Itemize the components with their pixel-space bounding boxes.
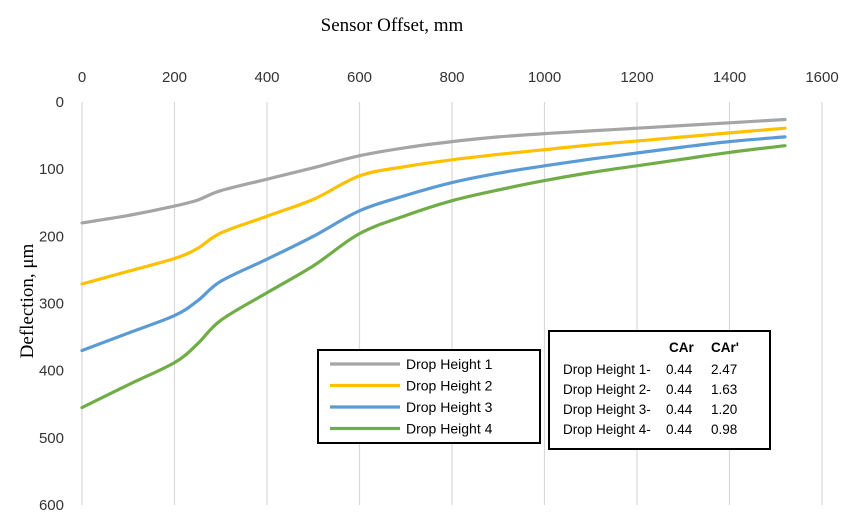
- table-cell: 1.63: [711, 382, 737, 397]
- legend-label: Drop Height 3: [406, 399, 493, 415]
- legend-label: Drop Height 1: [406, 356, 493, 372]
- table-cell: Drop Height 1-: [563, 362, 651, 377]
- coefficient-table-box: [548, 330, 771, 450]
- x-axis-title: Sensor Offset, mm: [321, 15, 464, 36]
- legend-label: Drop Height 2: [406, 378, 493, 394]
- series-line-drop-height-2: [80, 126, 787, 286]
- table-cell: Drop Height 4-: [563, 422, 651, 437]
- grid: [81, 102, 823, 505]
- y-tick-labels: 0 100 200 300 400 500 600: [39, 94, 64, 513]
- x-tick-label: 800: [439, 69, 464, 86]
- x-tick-label: 0: [78, 69, 86, 86]
- x-tick-label: 200: [162, 69, 187, 86]
- x-tick-label: 600: [347, 69, 372, 86]
- table-cell: 0.98: [711, 422, 737, 437]
- table-header: CAr: [669, 340, 694, 355]
- table-cell: 0.44: [666, 402, 693, 417]
- series-lines: [80, 117, 787, 410]
- y-tick-label: 400: [39, 363, 64, 380]
- table-cell: 1.20: [711, 402, 737, 417]
- table-header: CAr': [711, 340, 739, 355]
- series-line-drop-height-1: [80, 117, 787, 225]
- y-tick-label: 500: [39, 430, 64, 447]
- y-tick-label: 200: [39, 228, 64, 245]
- y-tick-label: 600: [39, 497, 64, 513]
- x-tick-label: 1400: [713, 69, 746, 86]
- table-cell: Drop Height 2-: [563, 382, 651, 397]
- y-tick-label: 300: [39, 296, 64, 313]
- legend: Drop Height 1 Drop Height 2 Drop Height 3 D…: [317, 349, 541, 444]
- y-tick-label: 0: [56, 94, 64, 111]
- table-cell: 2.47: [711, 362, 737, 377]
- coefficient-table: CAr CAr' Drop Height 1- 0.44 2.47 Drop Height…: [548, 330, 771, 450]
- series-line-drop-height-3: [80, 135, 787, 353]
- table-cell: 0.44: [666, 382, 693, 397]
- x-tick-label: 1000: [528, 69, 561, 86]
- x-tick-label: 1600: [805, 69, 838, 86]
- x-tick-label: 400: [254, 69, 279, 86]
- table-cell: 0.44: [666, 422, 693, 437]
- x-tick-label: 1200: [620, 69, 653, 86]
- series-line-drop-height-4: [80, 144, 787, 410]
- legend-label: Drop Height 4: [406, 421, 493, 437]
- y-tick-label: 100: [39, 161, 64, 178]
- table-cell: 0.44: [666, 362, 693, 377]
- y-axis-title: Deflection, μm: [17, 243, 38, 358]
- x-tick-labels: 0 200 400 600 800 1000 1200 1400 1600: [78, 69, 839, 86]
- table-cell: Drop Height 3-: [563, 402, 651, 417]
